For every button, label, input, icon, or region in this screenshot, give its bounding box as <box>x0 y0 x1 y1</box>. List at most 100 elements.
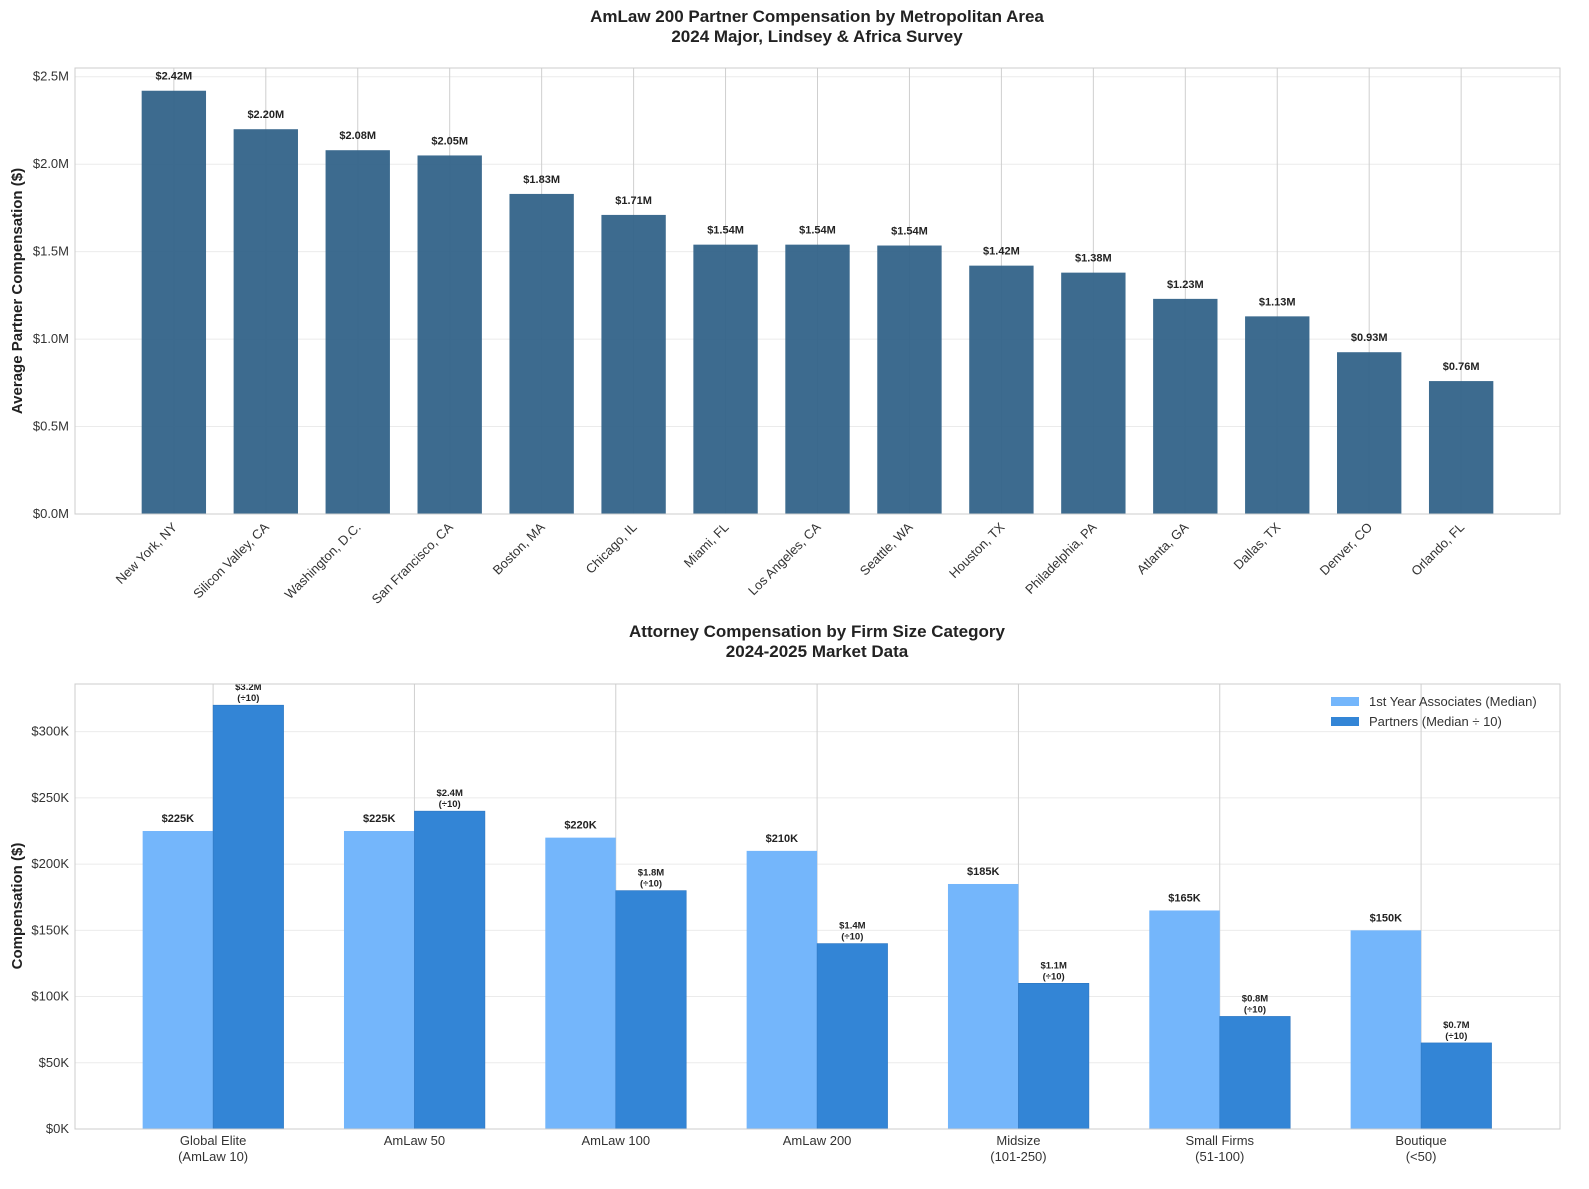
data-label: $1.4M <box>839 921 865 932</box>
legend-label: 1st Year Associates (Median) <box>1369 694 1537 709</box>
x-tick-label: Denver, CO <box>1317 520 1376 579</box>
x-tick-label: Houston, TX <box>946 519 1008 581</box>
x-tick-label: Chicago, IL <box>583 520 640 577</box>
bar <box>141 90 207 515</box>
y-tick-label: $50K <box>39 1055 70 1070</box>
data-label: (÷10) <box>1043 971 1065 982</box>
x-tick-label: Small Firms <box>1185 1133 1254 1148</box>
data-label: $1.83M <box>523 174 560 186</box>
chart2-ylabel: Compensation ($) <box>9 843 26 970</box>
data-label: $2.42M <box>155 71 192 83</box>
chart1-title: AmLaw 200 Partner Compensation by Metrop… <box>590 7 1044 26</box>
data-label: $1.54M <box>707 225 744 237</box>
x-tick-label: Atlanta, GA <box>1134 519 1192 577</box>
bar <box>601 214 666 514</box>
data-label: $1.71M <box>615 195 652 207</box>
data-label: $0.93M <box>1351 332 1388 344</box>
data-label: $0.8M <box>1242 993 1268 1004</box>
y-tick-label: $150K <box>31 922 69 937</box>
data-label: (÷10) <box>439 799 461 810</box>
data-label: (÷10) <box>1445 1031 1467 1042</box>
legend-label: Partners (Median ÷ 10) <box>1369 714 1502 729</box>
data-label: $1.38M <box>1075 253 1112 265</box>
y-tick-label: $0.5M <box>33 419 69 434</box>
plot-frame <box>74 67 1561 515</box>
y-tick-label: $2.5M <box>33 69 69 84</box>
plot-frame <box>74 683 1561 1130</box>
x-tick-label: Boutique <box>1395 1133 1446 1148</box>
data-label: $0.7M <box>1443 1020 1469 1031</box>
x-tick-label: Miami, FL <box>681 520 732 571</box>
bar <box>693 244 758 514</box>
data-label: $220K <box>564 820 596 832</box>
data-label: $2.20M <box>247 109 284 121</box>
bar-associates <box>1149 910 1220 1129</box>
x-tick-label: Dallas, TX <box>1231 519 1284 572</box>
data-label: (÷10) <box>841 932 863 943</box>
chart2-title: Attorney Compensation by Firm Size Categ… <box>629 622 1005 641</box>
y-tick-label: $250K <box>31 790 69 805</box>
chart1-subtitle: 2024 Major, Lindsey & Africa Survey <box>671 27 963 46</box>
bar <box>1153 298 1218 514</box>
data-label: $2.08M <box>339 130 376 142</box>
x-tick-label: Silicon Valley, CA <box>190 519 272 601</box>
bar <box>785 244 850 514</box>
bar <box>509 193 574 514</box>
chart1-ylabel: Average Partner Compensation ($) <box>9 168 26 414</box>
y-tick-label: $200K <box>31 856 69 871</box>
x-tick-label: Midsize <box>996 1133 1040 1148</box>
x-tick-label: Seattle, WA <box>857 519 916 578</box>
x-tick-label: Los Angeles, CA <box>745 519 824 598</box>
data-label: $225K <box>363 813 395 825</box>
bar-associates <box>1350 930 1422 1129</box>
bar-partners <box>212 704 284 1130</box>
bar <box>1061 272 1126 514</box>
bar-partners <box>1018 983 1090 1130</box>
data-label: $1.54M <box>799 225 836 237</box>
data-label: $185K <box>967 866 999 878</box>
data-label: (÷10) <box>237 693 259 704</box>
bar-associates <box>947 883 1019 1129</box>
bar-partners <box>615 890 687 1130</box>
x-tick-label: AmLaw 100 <box>581 1133 650 1148</box>
data-label: $1.8M <box>638 868 664 879</box>
data-label: $1.42M <box>983 246 1020 258</box>
bar-partners <box>816 943 888 1130</box>
bar-associates <box>746 850 818 1129</box>
data-label: $165K <box>1168 892 1200 904</box>
data-label: $2.4M <box>436 788 462 799</box>
bar-associates <box>343 831 415 1129</box>
x-tick-label: AmLaw 50 <box>384 1133 445 1148</box>
legend-swatch <box>1331 717 1359 726</box>
y-tick-label: $300K <box>31 724 69 739</box>
x-tick-label: San Francisco, CA <box>369 519 456 606</box>
bar-partners <box>414 810 486 1130</box>
x-tick-label: (AmLaw 10) <box>178 1149 248 1164</box>
y-tick-label: $1.5M <box>33 244 69 259</box>
bar-associates <box>142 831 214 1129</box>
bar <box>417 155 482 514</box>
y-tick-label: $100K <box>31 989 69 1004</box>
data-label: $1.54M <box>891 226 928 238</box>
chart2-plot: $0K $50K $100K $150K $200K $250K $300K $225K $22… <box>31 682 1561 1164</box>
x-tick-label: AmLaw 200 <box>783 1133 852 1148</box>
chart1-plot: $0.0M $0.5M $1.0M $1.5M $2.0M $2.5M $2.42M New … <box>33 67 1561 607</box>
bar-associates <box>545 837 616 1129</box>
bar <box>1337 352 1402 514</box>
x-tick-label: (101-250) <box>990 1149 1046 1164</box>
bar <box>233 129 298 514</box>
x-tick-label: (<50) <box>1406 1149 1437 1164</box>
bar <box>969 265 1034 514</box>
data-label: (÷10) <box>1244 1004 1266 1015</box>
y-tick-label: $2.0M <box>33 156 69 171</box>
x-tick-label: Washington, D.C. <box>282 520 364 602</box>
data-label: $2.05M <box>431 135 468 147</box>
data-label: $1.13M <box>1259 296 1296 308</box>
data-label: $1.23M <box>1167 279 1204 291</box>
x-tick-label: New York, NY <box>113 519 181 587</box>
y-tick-label: $0K <box>46 1121 69 1136</box>
y-tick-label: $0.0M <box>33 506 69 521</box>
bar <box>1245 316 1310 514</box>
data-label: $150K <box>1370 912 1402 924</box>
